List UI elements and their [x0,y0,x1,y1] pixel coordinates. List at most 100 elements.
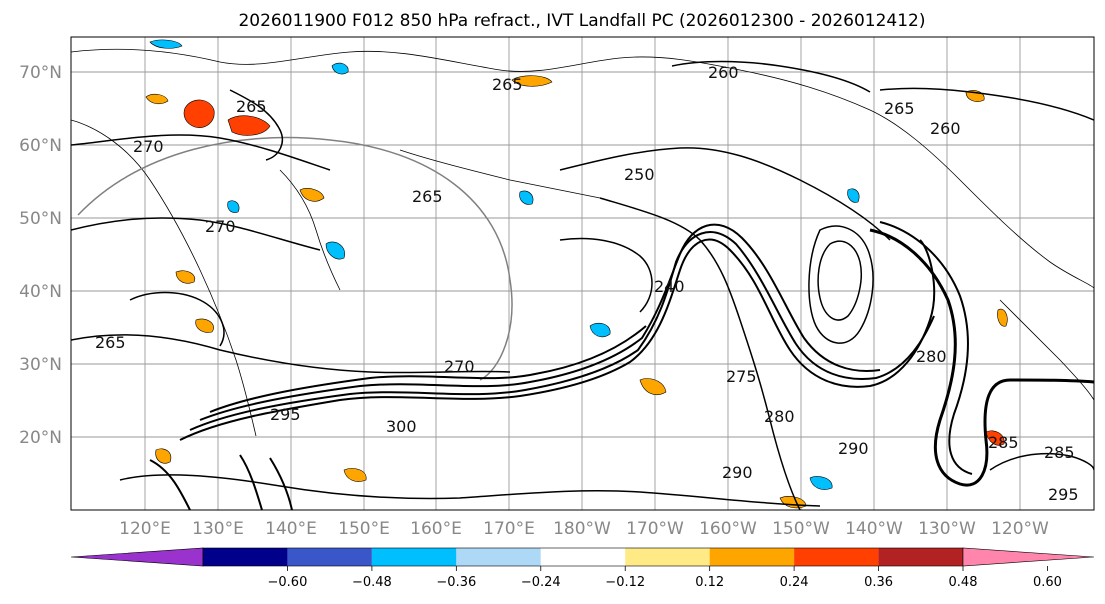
anomaly-patch [149,39,183,49]
contour-label: 240 [654,277,685,296]
longitude-labels: 120°E 130°E 140°E 150°E 160°E 170°E 180°… [119,519,1049,539]
colorbar-tick-label: 0.12 [695,575,724,590]
lon-label-170e: 170°E [483,519,535,539]
contour-line [189,231,935,431]
colorbar-tick-label: 0.48 [949,575,978,590]
anomaly-patch [325,241,345,260]
colorbar: −0.60 −0.48 −0.36 −0.24 −0.12 0.12 0.24 0.36 0.4… [70,547,1095,590]
map-background [71,37,1094,510]
shaded-anomalies [145,39,1008,509]
lon-label-170w: 170°W [626,519,684,539]
anomaly-patch [589,322,611,338]
anomaly-patch [145,93,169,105]
contour-line [879,221,973,475]
lon-label-150e: 150°E [338,519,390,539]
contour-label: 295 [270,405,301,424]
contour-line [989,452,1094,471]
anomaly-patch [511,75,553,87]
colorbar-cell [709,548,795,566]
colorbar-tick-label: −0.36 [436,575,476,590]
colorbar-cell [794,548,879,566]
contour-label: 270 [205,217,236,236]
contour-line [817,240,862,321]
latitude-labels: 70°N 60°N 50°N 40°N 30°N 20°N [19,63,62,448]
lat-label-70n: 70°N [19,63,62,83]
colorbar-cell [203,548,288,566]
anomaly-patch [175,270,196,284]
colorbar-cell [878,548,963,566]
anomaly-patch [519,190,534,205]
colorbar-tick-label: 0.60 [1033,575,1062,590]
anomaly-patch [299,188,325,202]
lat-label-40n: 40°N [19,282,62,302]
contour-line [129,291,225,347]
landfall-pc-circle [77,136,513,381]
contour-label: 265 [884,99,915,118]
coastline-north [71,48,1094,289]
lon-label-130e: 130°E [192,519,244,539]
lon-label-140w: 140°W [845,519,903,539]
anomaly-patch [639,378,667,395]
lat-label-30n: 30°N [19,355,62,375]
map-panel: 265 270 260 265 250 270 265 265 265 260 … [70,36,1095,511]
contour-line [199,223,881,421]
anomaly-patch [343,468,367,482]
colorbar-tick-label: 0.24 [780,575,809,590]
contour-label: 285 [988,433,1019,452]
coastlines [71,48,1094,437]
anomaly-patch [985,430,1005,446]
colorbar-cell [625,548,710,566]
colorbar-cell [456,548,541,566]
anomaly-patch [331,62,349,75]
contour-line [599,197,801,510]
contour-label: 265 [95,333,126,352]
colorbar-cell [540,548,626,566]
contour-label: 260 [930,119,961,138]
colorbar-cell [371,548,457,566]
anomaly-patch [155,448,172,464]
anomaly-patch [809,476,833,490]
contour-label: 270 [444,357,475,376]
coastline-asia [71,119,257,437]
colorbar-tick-label: −0.24 [521,575,561,590]
contour-line [209,325,647,413]
contour-label: 295 [1048,485,1079,504]
colorbar-ticks: −0.60 −0.48 −0.36 −0.24 −0.12 0.12 0.24 0.36 0.4… [268,566,1062,590]
anomaly-patch [227,115,271,136]
contour-label: 265 [492,75,523,94]
lon-label-180w: 180°W [553,519,611,539]
refractivity-contours [71,60,1094,510]
colorbar-over-arrow [962,547,1095,567]
contour-line [149,459,191,510]
contour-line [559,147,891,241]
lon-label-120w: 120°W [991,519,1049,539]
contour-label: 270 [133,137,164,156]
contour-label: 300 [386,417,417,436]
contour-label: 290 [838,439,869,458]
coastline-aleutians [399,149,601,199]
contour-label-group: 265 270 260 265 250 270 265 265 265 260 … [95,63,1079,504]
contour-label: 280 [916,347,947,366]
contour-label: 250 [624,165,655,184]
lat-label-20n: 20°N [19,428,62,448]
contour-line [119,474,821,507]
contour-label: 265 [236,97,267,116]
lon-label-160e: 160°E [410,519,462,539]
contour-line [71,217,321,251]
colorbar-tick-label: −0.48 [352,575,392,590]
lon-label-140e: 140°E [265,519,317,539]
contour-label: 260 [708,63,739,82]
colorbar-tick-label: −0.12 [605,575,645,590]
contour-line [179,238,936,441]
lon-label-130w: 130°W [918,519,976,539]
contour-line [71,134,331,171]
map-title: 2026011900 F012 850 hPa refract., IVT La… [238,11,925,31]
contour-line [808,225,874,344]
anomaly-patch [847,188,860,203]
colorbar-under-arrow [70,547,204,567]
contour-label: 265 [412,187,443,206]
contour-line [559,237,653,313]
anomaly-patch [195,318,214,333]
contour-line [71,334,511,374]
